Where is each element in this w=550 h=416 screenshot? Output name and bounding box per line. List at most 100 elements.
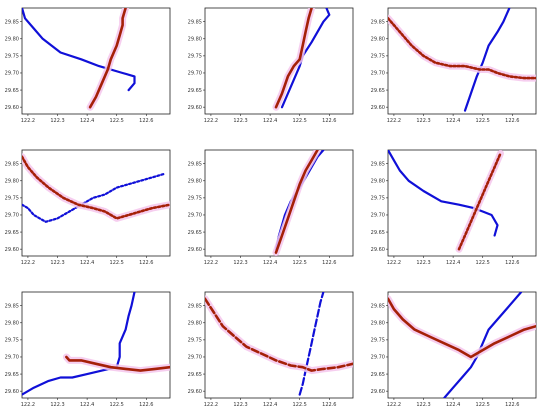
subplot-9: 122.2 122.3 122.4 122.5 122.6 29.60 29.65 29.70… (371, 291, 537, 408)
y-tick-label: 29.80 (5, 36, 19, 42)
y-tick-label: 29.65 (371, 88, 385, 94)
x-tick-label: 122.2 (21, 260, 35, 266)
y-tick-label: 29.60 (371, 105, 385, 111)
x-tick-label: 122.3 (416, 118, 430, 124)
plot-frame (387, 7, 537, 115)
y-tick-label: 29.75 (371, 196, 385, 202)
y-tick-label: 29.70 (188, 355, 202, 361)
y-tick-label: 29.60 (5, 105, 19, 111)
x-tick-label: 122.5 (293, 260, 307, 266)
y-tick-label: 29.65 (5, 88, 19, 94)
subplot-1: 122.2 122.3 122.4 122.5 122.6 29.60 29.65 29.70… (5, 7, 171, 124)
y-tick-label: 29.65 (371, 230, 385, 236)
y-tick-label: 29.80 (371, 178, 385, 184)
data-layer (388, 292, 536, 398)
x-tick-label: 122.4 (80, 260, 94, 266)
y-tick-label: 29.60 (371, 389, 385, 395)
plot-frame (387, 291, 537, 399)
x-tick-label: 122.6 (322, 260, 336, 266)
x-tick-label: 122.5 (110, 118, 124, 124)
x-tick-label: 122.2 (204, 118, 218, 124)
y-tick-label: 29.75 (371, 338, 385, 344)
x-tick-label: 122.2 (387, 260, 401, 266)
x-tick-label: 122.5 (110, 402, 124, 408)
red-track-line (205, 297, 353, 372)
y-tick-label: 29.60 (5, 389, 19, 395)
x-tick-label: 122.4 (80, 118, 94, 124)
blue-track-line (22, 172, 166, 223)
x-tick-label: 122.4 (263, 402, 277, 408)
y-tick-label: 29.85 (371, 19, 385, 25)
data-layer (205, 292, 353, 396)
data-layer (22, 292, 170, 396)
y-tick-label: 29.80 (5, 178, 19, 184)
x-tick-label: 122.2 (21, 402, 35, 408)
x-tick-label: 122.4 (446, 260, 460, 266)
x-tick-label: 122.3 (233, 118, 247, 124)
y-tick-label: 29.70 (371, 71, 385, 77)
x-tick-label: 122.3 (233, 402, 247, 408)
x-tick-label: 122.2 (204, 260, 218, 266)
x-tick-label: 122.4 (263, 260, 277, 266)
x-tick-label: 122.3 (416, 260, 430, 266)
y-tick-label: 29.65 (188, 88, 202, 94)
y-tick-label: 29.85 (371, 161, 385, 167)
x-tick-label: 122.3 (233, 260, 247, 266)
y-tick-label: 29.75 (371, 54, 385, 60)
y-tick-label: 29.80 (5, 320, 19, 326)
blue-track-line (298, 292, 325, 396)
x-tick-label: 122.6 (139, 402, 153, 408)
x-tick-label: 122.6 (322, 118, 336, 124)
y-tick-label: 29.85 (5, 19, 19, 25)
x-tick-label: 122.6 (139, 118, 153, 124)
y-tick-label: 29.80 (371, 36, 385, 42)
red-track-line (22, 155, 170, 220)
x-tick-label: 122.5 (293, 402, 307, 408)
blue-track-line (463, 8, 511, 112)
y-tick-label: 29.65 (188, 372, 202, 378)
x-tick-label: 122.2 (21, 118, 35, 124)
y-tick-label: 29.70 (5, 355, 19, 361)
x-tick-label: 122.2 (387, 118, 401, 124)
y-tick-label: 29.65 (5, 230, 19, 236)
y-tick-label: 29.70 (371, 355, 385, 361)
red-track-line (388, 297, 536, 359)
data-layer (388, 8, 536, 112)
x-tick-label: 122.6 (505, 118, 519, 124)
x-tick-label: 122.3 (50, 260, 64, 266)
plot-frame (204, 291, 354, 399)
red-track-line (457, 152, 502, 251)
y-tick-label: 29.60 (371, 247, 385, 253)
y-tick-label: 29.85 (188, 303, 202, 309)
x-tick-label: 122.4 (446, 118, 460, 124)
y-tick-label: 29.65 (5, 372, 19, 378)
blue-track-line (22, 8, 136, 92)
red-track-line (274, 8, 313, 109)
red-track-line (274, 150, 319, 254)
plot-frame (21, 149, 171, 257)
red-track-line (88, 8, 127, 109)
x-tick-label: 122.5 (110, 260, 124, 266)
y-tick-label: 29.85 (188, 161, 202, 167)
x-tick-label: 122.5 (476, 260, 490, 266)
y-tick-label: 29.60 (188, 389, 202, 395)
x-tick-label: 122.5 (293, 118, 307, 124)
y-tick-label: 29.60 (188, 105, 202, 111)
subplot-3: 122.2 122.3 122.4 122.5 122.6 29.60 29.65 29.70… (371, 7, 537, 124)
y-tick-label: 29.65 (371, 372, 385, 378)
y-tick-label: 29.75 (5, 196, 19, 202)
y-tick-label: 29.70 (188, 213, 202, 219)
y-tick-label: 29.70 (188, 71, 202, 77)
x-tick-label: 122.5 (476, 118, 490, 124)
y-tick-label: 29.80 (188, 178, 202, 184)
data-layer (272, 8, 331, 111)
y-tick-label: 29.75 (5, 338, 19, 344)
subplot-4: 122.2 122.3 122.4 122.5 122.6 29.60 29.65 29.70… (5, 149, 171, 266)
subplot-2: 122.2 122.3 122.4 122.5 122.6 29.60 29.65 29.70… (188, 7, 354, 124)
blue-track-line (280, 8, 331, 109)
y-tick-label: 29.65 (188, 230, 202, 236)
subplot-8: 122.2 122.3 122.4 122.5 122.6 29.60 29.65 29.70… (188, 291, 354, 408)
y-tick-label: 29.80 (188, 320, 202, 326)
y-tick-label: 29.60 (5, 247, 19, 253)
data-layer (22, 153, 170, 223)
